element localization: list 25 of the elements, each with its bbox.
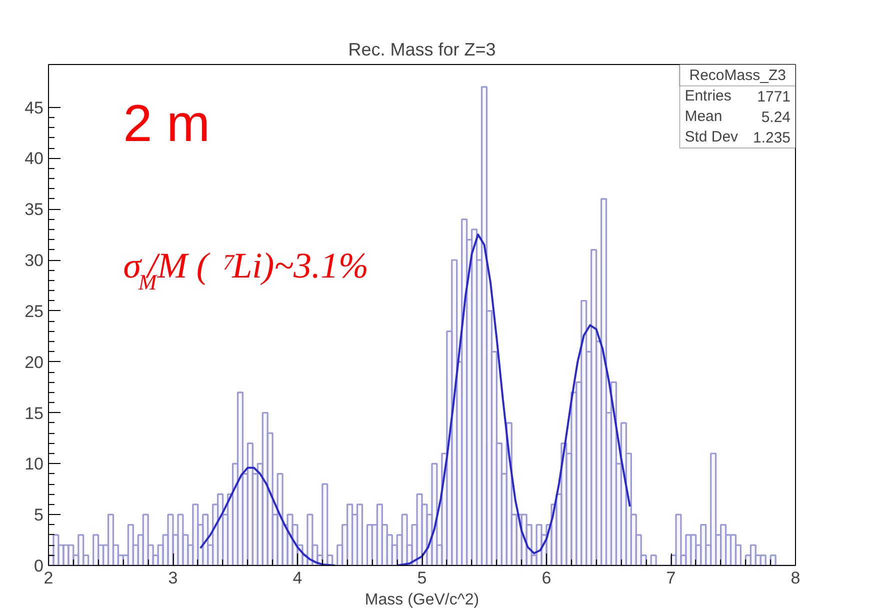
text: Mean 5.24	[684, 108, 791, 126]
y-tick-label: 25	[24, 302, 44, 321]
y-tick-label: 20	[24, 352, 44, 372]
x-axis-title: Mass (GeV/c^2)	[364, 592, 480, 608]
annotation: 2 m	[123, 95, 210, 154]
annotation: RecoMass_Z3	[689, 67, 786, 84]
y-tick-label: 5	[34, 506, 44, 525]
y-tick-label: 45	[24, 98, 44, 118]
line-series	[199, 466, 336, 566]
y-tick-label: 15	[24, 404, 44, 423]
x-tick-label: 5	[417, 568, 427, 588]
x-tick-label: 4	[292, 568, 302, 588]
y-tick-label: 35	[24, 200, 44, 220]
x-tick-label: 6	[542, 568, 552, 588]
y-tick-label: 10	[24, 454, 44, 474]
y-tick-label: 40	[24, 149, 44, 168]
x-tick-label: 3	[168, 568, 178, 588]
y-tick-label: 30	[24, 251, 44, 270]
x-tick-label: 2	[44, 568, 54, 588]
text: Entries 1771	[684, 88, 791, 106]
x-tick-label: 8	[790, 568, 800, 588]
chart-title: Rec. Mass for Z=3	[348, 40, 496, 60]
annotation: Std Dev 1.235	[684, 128, 791, 146]
x-tick-label: 7	[666, 568, 676, 588]
y-tick-label: 0	[34, 556, 44, 576]
